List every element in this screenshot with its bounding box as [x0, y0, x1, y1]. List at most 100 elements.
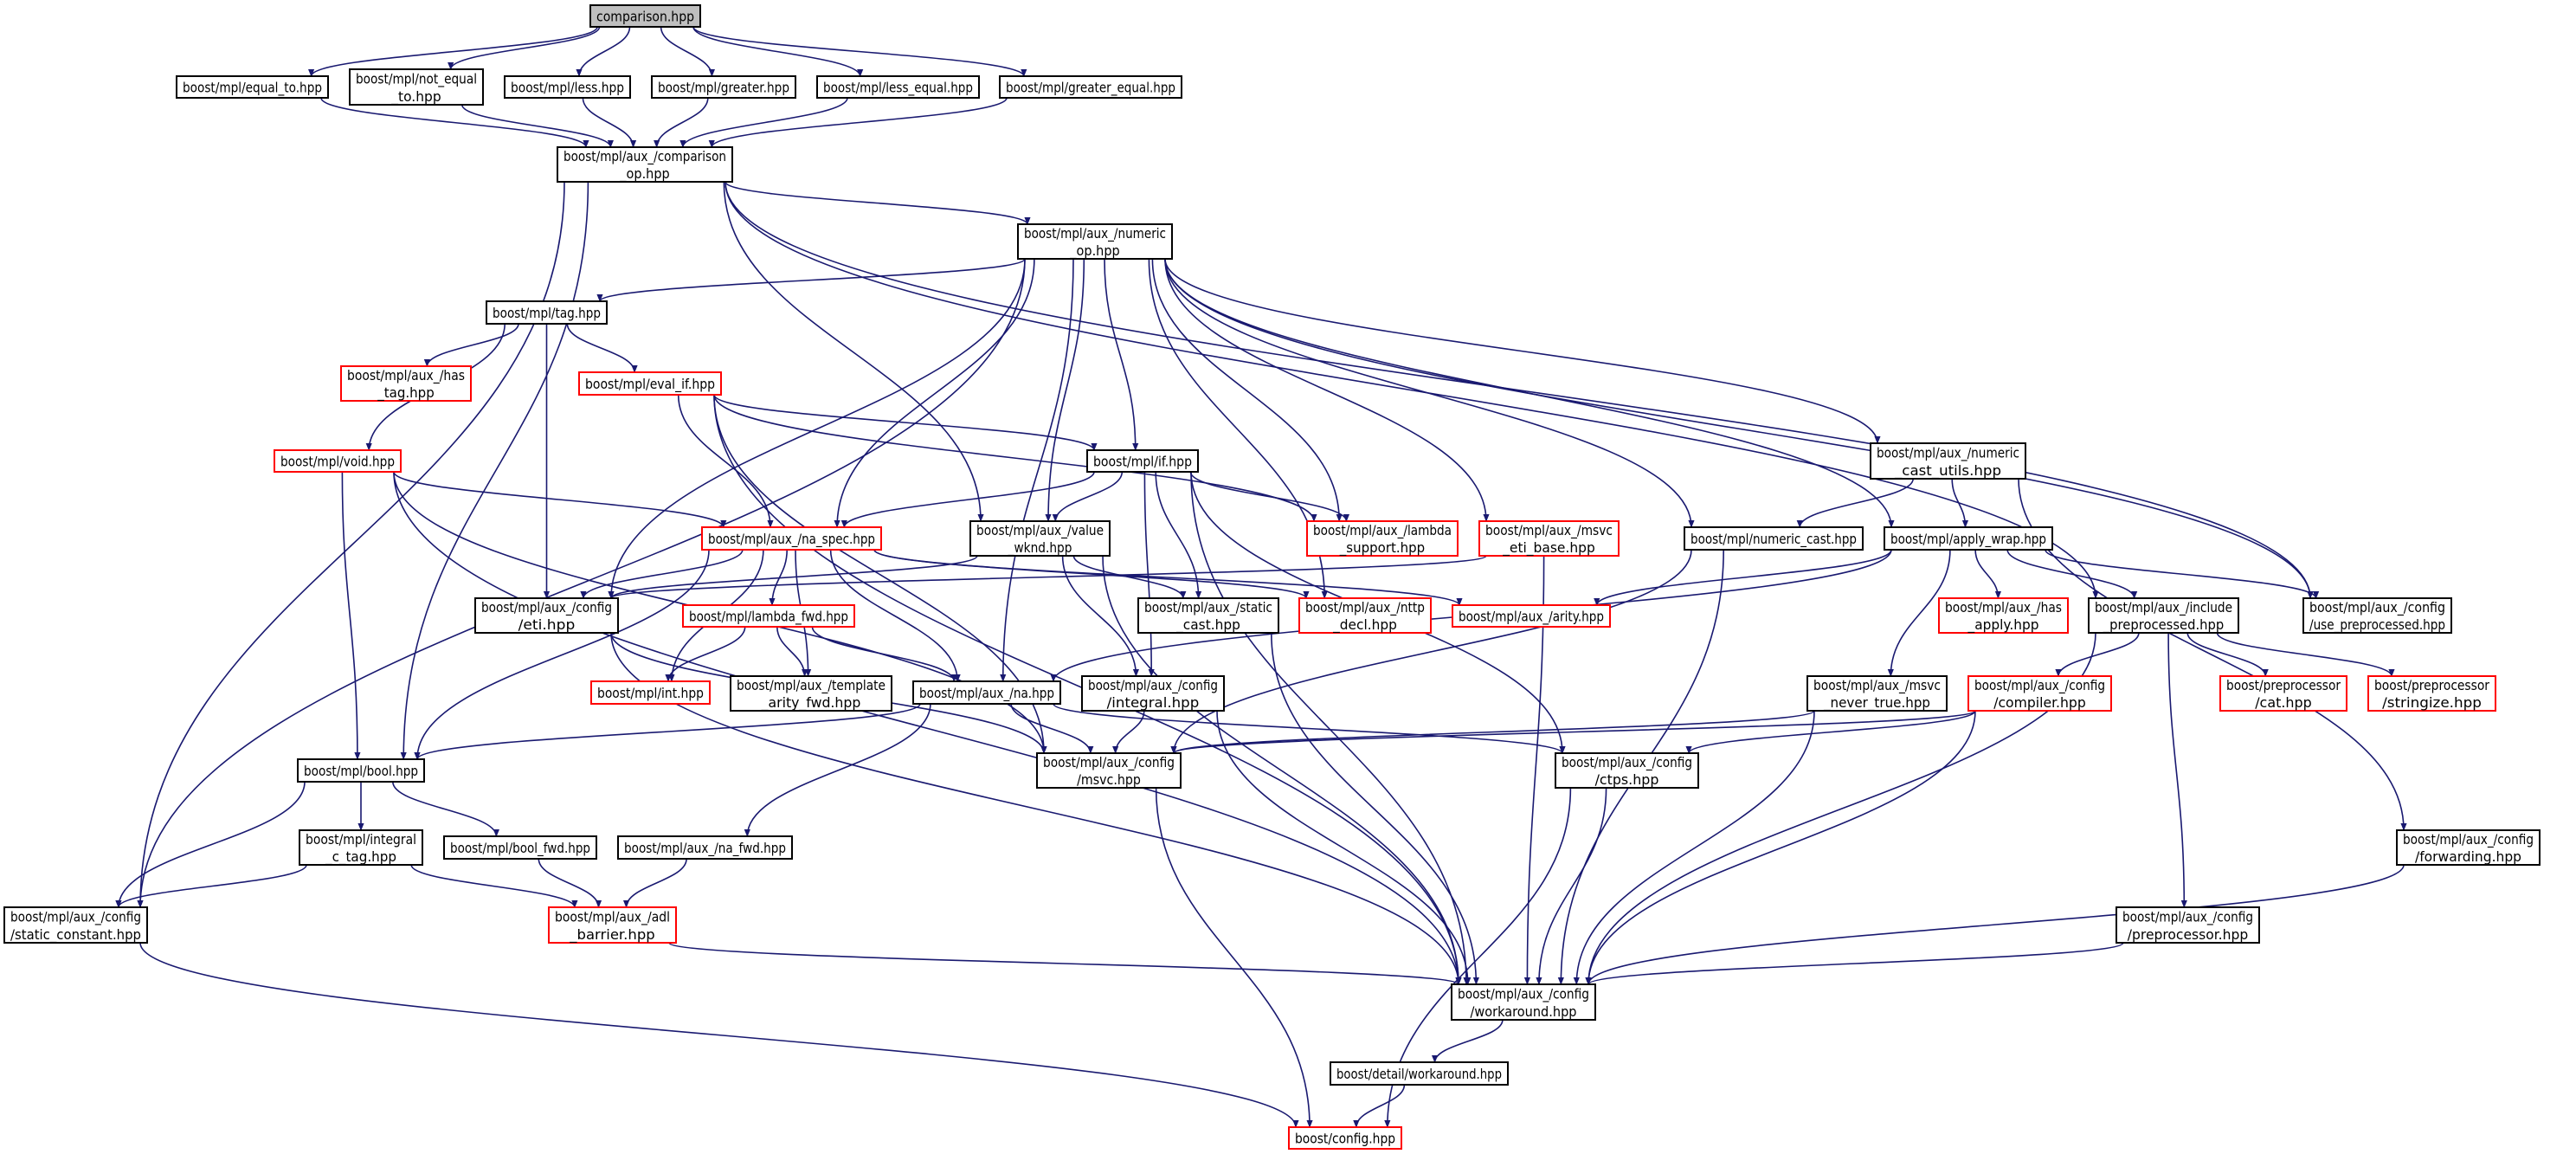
- node-static_constant[interactable]: boost/mpl/aux_/config/static_constant.hp…: [3, 906, 148, 944]
- node-has_apply[interactable]: boost/mpl/aux_/has_apply.hpp: [1938, 597, 2069, 634]
- node-integral_c_tag[interactable]: boost/mpl/integral_c_tag.hpp: [299, 829, 423, 866]
- node-stringize[interactable]: boost/preprocessor/stringize.hpp: [2367, 675, 2496, 712]
- node-adl_barrier[interactable]: boost/mpl/aux_/adl_barrier.hpp: [548, 906, 677, 944]
- node-label: /ctps.hpp: [1595, 771, 1659, 788]
- node-label: boost/mpl/aux_/comparison: [564, 148, 726, 165]
- node-box: [999, 75, 1182, 99]
- node-config[interactable]: boost/config.hpp: [1288, 1126, 1402, 1150]
- node-label: _to.hpp: [390, 88, 441, 106]
- node-greater[interactable]: boost/mpl/greater.hpp: [651, 75, 796, 99]
- node-label: boost/mpl/aux_/has: [347, 367, 465, 384]
- node-label: boost/mpl/int.hpp: [597, 685, 704, 701]
- node-detail_workaround[interactable]: boost/detail/workaround.hpp: [1330, 1061, 1509, 1086]
- edge-comparison_op-to-include_preprocessed: [724, 181, 2099, 599]
- node-na[interactable]: boost/mpl/aux_/na.hpp: [912, 680, 1061, 705]
- node-int[interactable]: boost/mpl/int.hpp: [590, 680, 711, 705]
- node-lambda_fwd[interactable]: boost/mpl/lambda_fwd.hpp: [682, 604, 855, 628]
- edge-detail_workaround-to-config: [1353, 1084, 1406, 1128]
- node-has_tag[interactable]: boost/mpl/aux_/has_tag.hpp: [340, 365, 472, 402]
- node-numeric_op[interactable]: boost/mpl/aux_/numeric_op.hpp: [1017, 223, 1173, 260]
- node-label: boost/config.hpp: [1295, 1131, 1395, 1147]
- edge-lambda_fwd-to-int: [665, 626, 746, 682]
- node-box: [2396, 829, 2541, 866]
- node-workaround[interactable]: boost/mpl/aux_/config/workaround.hpp: [1451, 983, 1596, 1021]
- node-label: _apply.hpp: [1967, 616, 2039, 634]
- node-label: boost/preprocessor: [2374, 677, 2489, 693]
- node-label: boost/mpl/aux_/config: [481, 599, 612, 616]
- edge-bool_fwd-to-adl_barrier: [538, 858, 602, 908]
- node-lambda_support[interactable]: boost/mpl/aux_/lambda_support.hpp: [1306, 520, 1459, 557]
- node-void[interactable]: boost/mpl/void.hpp: [274, 449, 402, 473]
- edge-na-to-bool: [414, 703, 921, 760]
- node-na_fwd[interactable]: boost/mpl/aux_/na_fwd.hpp: [617, 835, 793, 860]
- node-box: [1137, 597, 1279, 634]
- node-label: boost/mpl/aux_/template: [737, 677, 886, 694]
- edge-na_spec-to-mttp_decl: [873, 549, 1310, 599]
- node-include_preprocessed[interactable]: boost/mpl/aux_/include_preprocessed.hpp: [2088, 597, 2239, 634]
- node-box: [3, 906, 148, 944]
- node-preprocessor[interactable]: boost/mpl/aux_/config/preprocessor.hpp: [2116, 906, 2260, 944]
- node-equal_to[interactable]: boost/mpl/equal_to.hpp: [176, 75, 329, 99]
- node-label: boost/mpl/aux_/numeric: [1024, 225, 1166, 242]
- node-static_cast[interactable]: boost/mpl/aux_/static_cast.hpp: [1137, 597, 1279, 634]
- node-label: boost/mpl/less.hpp: [511, 80, 624, 96]
- node-arity[interactable]: boost/mpl/aux_/arity.hpp: [1452, 604, 1611, 628]
- node-label: boost/mpl/aux_/config: [1562, 754, 1692, 771]
- node-na_spec[interactable]: boost/mpl/aux_/na_spec.hpp: [701, 526, 882, 551]
- node-msvc_eti_base[interactable]: boost/mpl/aux_/msvc_eti_base.hpp: [1478, 520, 1620, 557]
- node-tag[interactable]: boost/mpl/tag.hpp: [486, 300, 608, 325]
- node-label: _op.hpp: [1069, 242, 1119, 260]
- node-box: [1086, 449, 1199, 473]
- edge-tag-to-eval_if: [566, 323, 638, 373]
- node-label: _wknd.hpp: [1008, 539, 1072, 557]
- node-box: [1017, 223, 1173, 260]
- node-forwarding[interactable]: boost/mpl/aux_/config/forwarding.hpp: [2396, 829, 2541, 866]
- node-label: boost/mpl/aux_/config: [1974, 677, 2105, 694]
- node-template_arity_fwd[interactable]: boost/mpl/aux_/template_arity_fwd.hpp: [730, 675, 892, 712]
- node-msvc[interactable]: boost/mpl/aux_/config/msvc.hpp: [1036, 752, 1182, 789]
- node-label: boost/mpl/aux_/config: [2122, 908, 2253, 925]
- node-mttp_decl[interactable]: boost/mpl/aux_/nttp_decl.hpp: [1298, 597, 1432, 634]
- node-value_wknd[interactable]: boost/mpl/aux_/value_wknd.hpp: [969, 520, 1111, 557]
- edge-static_constant-to-config: [139, 942, 1299, 1128]
- node-label: _decl.hpp: [1332, 616, 1397, 634]
- edge-ctps-to-workaround: [1536, 787, 1607, 985]
- edge-eval_if-to-na_spec: [677, 394, 774, 528]
- node-numeric_cast[interactable]: boost/mpl/numeric_cast.hpp: [1684, 526, 1864, 551]
- node-label: boost/mpl/greater.hpp: [658, 80, 789, 96]
- node-compiler[interactable]: boost/mpl/aux_/config/compiler.hpp: [1967, 675, 2112, 712]
- node-box: [2302, 597, 2452, 634]
- node-comparison[interactable]: comparison.hpp: [589, 4, 701, 28]
- node-ctps[interactable]: boost/mpl/aux_/config/ctps.hpp: [1555, 752, 1699, 789]
- edge-greater-to-comparison_op: [654, 97, 709, 148]
- node-eval_if[interactable]: boost/mpl/eval_if.hpp: [578, 371, 722, 396]
- node-label: boost/mpl/aux_/numeric: [1877, 444, 2019, 461]
- node-less_equal[interactable]: boost/mpl/less_equal.hpp: [816, 75, 980, 99]
- node-not_equal_to[interactable]: boost/mpl/not_equal_to.hpp: [349, 68, 484, 106]
- node-if[interactable]: boost/mpl/if.hpp: [1086, 449, 1199, 473]
- edge-na-to-msvc: [1010, 703, 1094, 754]
- edge-numeric_op-to-numeric_cast_utils: [1164, 258, 1881, 444]
- edge-include_preprocessed-to-cat: [2186, 632, 2269, 677]
- node-cat[interactable]: boost/preprocessor/cat.hpp: [2219, 675, 2347, 712]
- edge-msvc-to-config: [1155, 787, 1313, 1128]
- node-eti[interactable]: boost/mpl/aux_/config/eti.hpp: [474, 597, 619, 634]
- node-msvc_never_true[interactable]: boost/mpl/aux_/msvc_never_true.hpp: [1806, 675, 1948, 712]
- edge-na_spec-to-lambda_fwd: [769, 549, 788, 606]
- edge-comparison-to-greater: [660, 26, 716, 77]
- node-integral[interactable]: boost/mpl/aux_/config/integral.hpp: [1081, 675, 1225, 712]
- edge-workaround-to-detail_workaround: [1431, 1019, 1504, 1063]
- node-label: /eti.hpp: [518, 616, 576, 633]
- node-less[interactable]: boost/mpl/less.hpp: [504, 75, 631, 99]
- edge-less_equal-to-comparison_op: [679, 97, 848, 148]
- node-bool[interactable]: boost/mpl/bool.hpp: [297, 758, 425, 783]
- node-apply_wrap[interactable]: boost/mpl/apply_wrap.hpp: [1884, 526, 2053, 551]
- edge-compiler-to-ctps: [1685, 710, 1976, 754]
- edge-na_spec-to-eti: [580, 549, 744, 599]
- node-bool_fwd[interactable]: boost/mpl/bool_fwd.hpp: [443, 835, 597, 860]
- node-numeric_cast_utils[interactable]: boost/mpl/aux_/numeric_cast_utils.hpp: [1870, 442, 2026, 480]
- node-comparison_op[interactable]: boost/mpl/aux_/comparison_op.hpp: [557, 146, 733, 183]
- node-box: [1298, 597, 1432, 634]
- node-use_preprocessed[interactable]: boost/mpl/aux_/config/use_preprocessed.h…: [2302, 597, 2452, 634]
- node-greater_equal[interactable]: boost/mpl/greater_equal.hpp: [999, 75, 1182, 99]
